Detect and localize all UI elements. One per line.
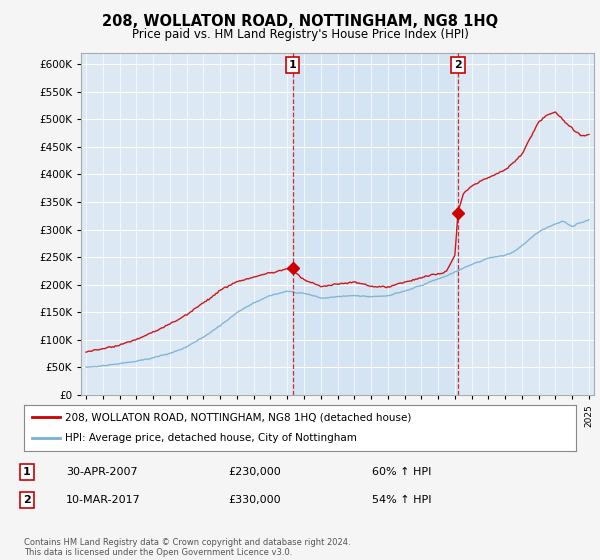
Text: £230,000: £230,000	[228, 467, 281, 477]
Text: Price paid vs. HM Land Registry's House Price Index (HPI): Price paid vs. HM Land Registry's House …	[131, 28, 469, 41]
Text: 208, WOLLATON ROAD, NOTTINGHAM, NG8 1HQ: 208, WOLLATON ROAD, NOTTINGHAM, NG8 1HQ	[102, 14, 498, 29]
Text: 10-MAR-2017: 10-MAR-2017	[66, 495, 141, 505]
Bar	[293, 53, 458, 395]
Text: Contains HM Land Registry data © Crown copyright and database right 2024.
This d: Contains HM Land Registry data © Crown c…	[24, 538, 350, 557]
Text: 54% ↑ HPI: 54% ↑ HPI	[372, 495, 431, 505]
Text: 2: 2	[454, 60, 462, 70]
Text: HPI: Average price, detached house, City of Nottingham: HPI: Average price, detached house, City…	[65, 433, 357, 444]
Text: £330,000: £330,000	[228, 495, 281, 505]
Text: 1: 1	[23, 467, 31, 477]
Text: 2: 2	[23, 495, 31, 505]
Text: 208, WOLLATON ROAD, NOTTINGHAM, NG8 1HQ (detached house): 208, WOLLATON ROAD, NOTTINGHAM, NG8 1HQ …	[65, 412, 412, 422]
Text: 30-APR-2007: 30-APR-2007	[66, 467, 137, 477]
Text: 60% ↑ HPI: 60% ↑ HPI	[372, 467, 431, 477]
Text: 1: 1	[289, 60, 296, 70]
